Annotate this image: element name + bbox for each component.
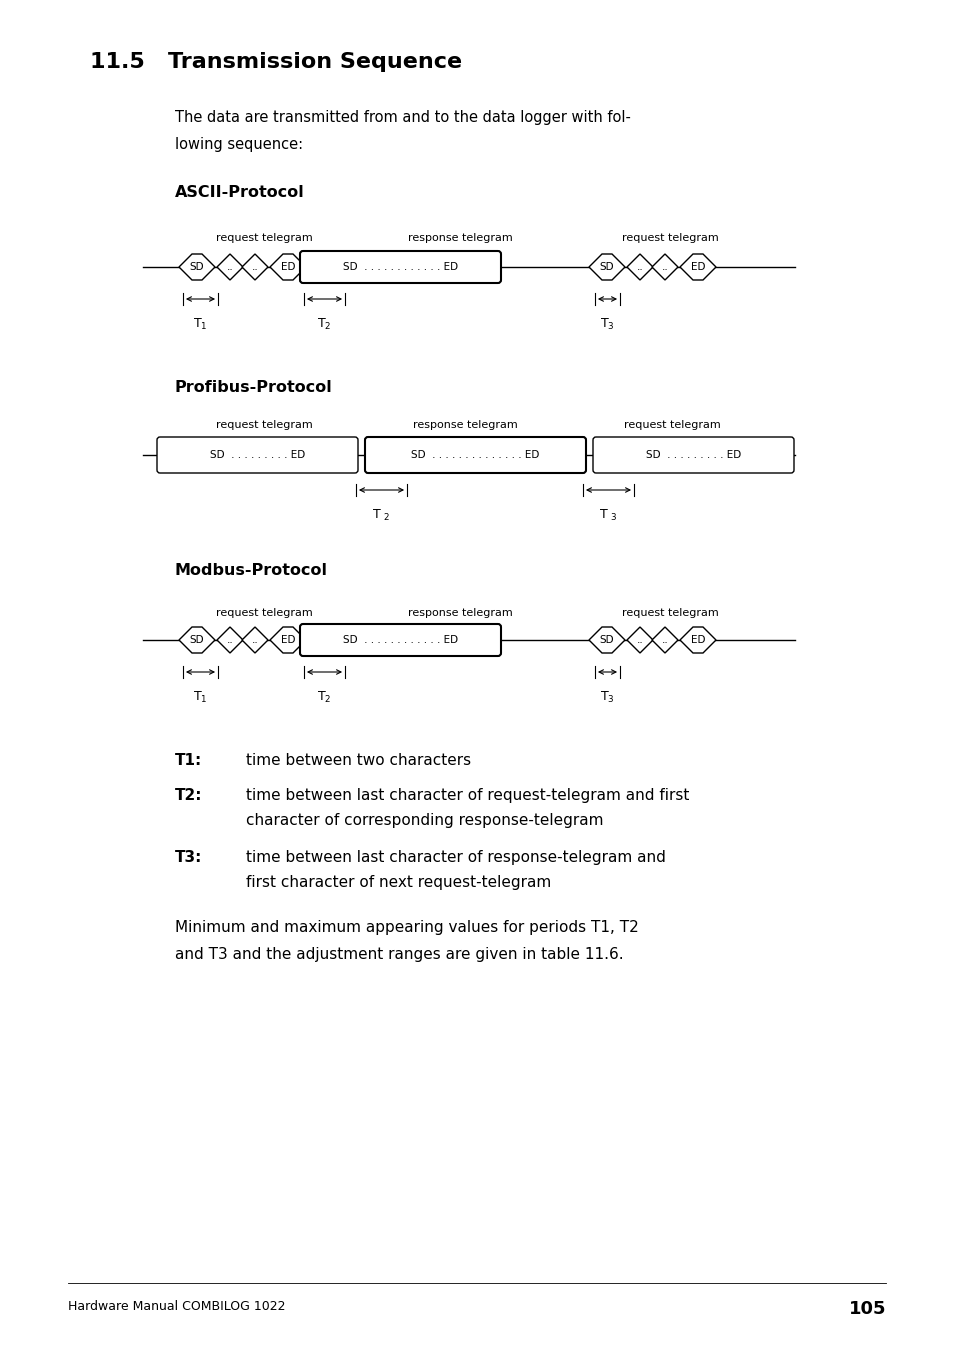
- Text: T$_2$: T$_2$: [317, 690, 332, 705]
- Text: T2:: T2:: [174, 788, 202, 802]
- Text: request telegram: request telegram: [621, 232, 718, 243]
- Text: Profibus-Protocol: Profibus-Protocol: [174, 380, 333, 394]
- Text: SD  . . . . . . . . . . . . . . ED: SD . . . . . . . . . . . . . . ED: [411, 450, 539, 459]
- Text: T$_3$: T$_3$: [599, 317, 614, 332]
- Text: 11.5   Transmission Sequence: 11.5 Transmission Sequence: [90, 51, 461, 72]
- Text: request telegram: request telegram: [215, 232, 312, 243]
- Text: T1:: T1:: [174, 753, 202, 767]
- Text: response telegram: response telegram: [413, 420, 517, 430]
- Text: ..: ..: [227, 635, 233, 644]
- Text: SD: SD: [599, 635, 614, 644]
- Text: T $_{3}$: T $_{3}$: [598, 508, 618, 523]
- Text: character of corresponding response-telegram: character of corresponding response-tele…: [246, 813, 603, 828]
- Text: SD: SD: [190, 262, 204, 272]
- Text: ..: ..: [252, 635, 258, 644]
- Text: request telegram: request telegram: [215, 420, 312, 430]
- FancyBboxPatch shape: [365, 436, 585, 473]
- Polygon shape: [588, 627, 624, 653]
- Text: ED: ED: [280, 262, 294, 272]
- Text: ED: ED: [280, 635, 294, 644]
- Polygon shape: [179, 627, 214, 653]
- Polygon shape: [651, 254, 678, 280]
- FancyBboxPatch shape: [299, 624, 500, 657]
- FancyBboxPatch shape: [157, 436, 357, 473]
- Text: SD  . . . . . . . . . . . . ED: SD . . . . . . . . . . . . ED: [342, 635, 457, 644]
- Polygon shape: [179, 254, 214, 280]
- Polygon shape: [651, 627, 678, 653]
- Text: SD: SD: [599, 262, 614, 272]
- Text: T$_2$: T$_2$: [317, 317, 332, 332]
- Polygon shape: [242, 627, 268, 653]
- Text: lowing sequence:: lowing sequence:: [174, 136, 303, 153]
- Text: T$_1$: T$_1$: [193, 317, 208, 332]
- Text: time between two characters: time between two characters: [246, 753, 471, 767]
- Text: SD  . . . . . . . . . ED: SD . . . . . . . . . ED: [210, 450, 305, 459]
- Text: SD  . . . . . . . . . . . . ED: SD . . . . . . . . . . . . ED: [342, 262, 457, 272]
- Polygon shape: [216, 254, 243, 280]
- Text: Hardware Manual COMBILOG 1022: Hardware Manual COMBILOG 1022: [68, 1300, 285, 1313]
- Text: SD  . . . . . . . . . ED: SD . . . . . . . . . ED: [645, 450, 740, 459]
- Polygon shape: [679, 254, 716, 280]
- Polygon shape: [270, 627, 306, 653]
- Text: ED: ED: [690, 635, 704, 644]
- Text: ..: ..: [636, 635, 642, 644]
- Polygon shape: [588, 254, 624, 280]
- Polygon shape: [242, 254, 268, 280]
- Text: Modbus-Protocol: Modbus-Protocol: [174, 563, 328, 578]
- Text: T$_1$: T$_1$: [193, 690, 208, 705]
- Text: ..: ..: [252, 262, 258, 272]
- Text: and T3 and the adjustment ranges are given in table 11.6.: and T3 and the adjustment ranges are giv…: [174, 947, 623, 962]
- Text: request telegram: request telegram: [215, 608, 312, 617]
- Text: request telegram: request telegram: [621, 608, 718, 617]
- FancyBboxPatch shape: [299, 251, 500, 282]
- FancyBboxPatch shape: [593, 436, 793, 473]
- Text: ..: ..: [661, 262, 668, 272]
- Text: time between last character of request-telegram and first: time between last character of request-t…: [246, 788, 689, 802]
- Polygon shape: [626, 254, 652, 280]
- Text: T $_{2}$: T $_{2}$: [372, 508, 391, 523]
- Polygon shape: [679, 627, 716, 653]
- Text: request telegram: request telegram: [623, 420, 720, 430]
- Polygon shape: [216, 627, 243, 653]
- Text: response telegram: response telegram: [407, 608, 512, 617]
- Text: ..: ..: [227, 262, 233, 272]
- Text: SD: SD: [190, 635, 204, 644]
- Text: T3:: T3:: [174, 850, 202, 865]
- Text: response telegram: response telegram: [407, 232, 512, 243]
- Text: ..: ..: [661, 635, 668, 644]
- Text: T$_3$: T$_3$: [599, 690, 614, 705]
- Text: ED: ED: [690, 262, 704, 272]
- Text: The data are transmitted from and to the data logger with fol-: The data are transmitted from and to the…: [174, 109, 630, 126]
- Text: ASCII-Protocol: ASCII-Protocol: [174, 185, 304, 200]
- Text: first character of next request-telegram: first character of next request-telegram: [246, 875, 551, 890]
- Polygon shape: [626, 627, 652, 653]
- Text: Minimum and maximum appearing values for periods T1, T2: Minimum and maximum appearing values for…: [174, 920, 639, 935]
- Polygon shape: [270, 254, 306, 280]
- Text: 105: 105: [847, 1300, 885, 1319]
- Text: time between last character of response-telegram and: time between last character of response-…: [246, 850, 665, 865]
- Text: ..: ..: [636, 262, 642, 272]
